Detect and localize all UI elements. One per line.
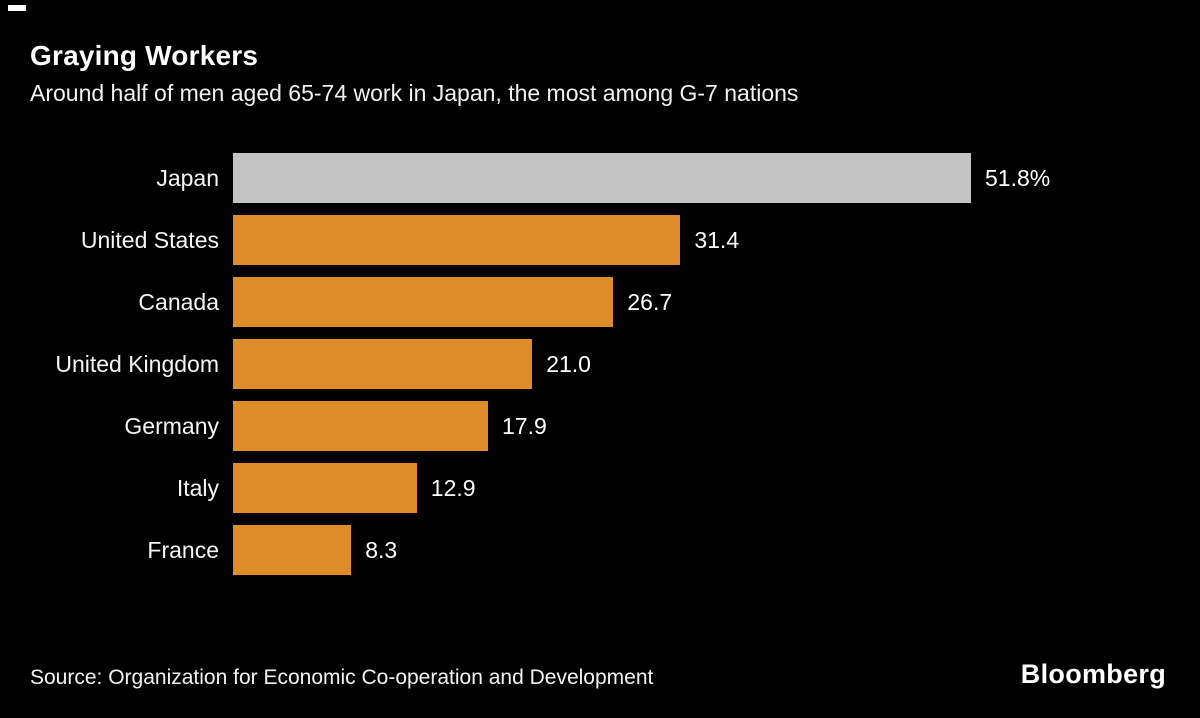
bar: [233, 277, 614, 327]
bar: [233, 525, 352, 575]
bar: [233, 339, 533, 389]
bar-chart: Japan 51.8% United States 31.4 Canada 26…: [0, 153, 1200, 587]
bar-track: 26.7: [233, 277, 971, 327]
category-label: Japan: [156, 164, 219, 191]
bar-track: 17.9: [233, 401, 971, 451]
bloomberg-logo: Bloomberg: [1020, 659, 1166, 689]
value-label: 26.7: [627, 289, 673, 315]
category-label: United Kingdom: [55, 350, 219, 377]
value-label: 51.8%: [985, 165, 1051, 191]
bar: [233, 401, 489, 451]
value-label: 12.9: [430, 475, 476, 501]
chart-row: Germany 17.9: [0, 401, 1200, 451]
bar-track: 12.9: [233, 463, 971, 513]
corner-mark: [8, 5, 26, 11]
chart-subtitle: Around half of men aged 65-74 work in Ja…: [30, 80, 799, 106]
category-label: Germany: [124, 412, 219, 439]
category-label: United States: [80, 226, 219, 253]
chart-row: France 8.3: [0, 525, 1200, 575]
source-note: Source: Organization for Economic Co-ope…: [30, 666, 654, 689]
value-label: 17.9: [502, 413, 547, 439]
bar: [233, 215, 681, 265]
chart-row: Italy 12.9: [0, 463, 1200, 513]
bar: [233, 153, 971, 203]
category-label: France: [147, 536, 219, 563]
chart-row: Canada 26.7: [0, 277, 1200, 327]
bar: [233, 463, 417, 513]
chart-row: Japan 51.8%: [0, 153, 1200, 203]
bar-track: 21.0: [233, 339, 971, 389]
value-label: 8.3: [365, 537, 398, 563]
bar-track: 8.3: [233, 525, 971, 575]
chart-row: United States 31.4: [0, 215, 1200, 265]
value-label: 21.0: [546, 351, 591, 377]
category-label: Canada: [138, 288, 219, 315]
category-label: Italy: [176, 474, 219, 501]
chart-title: Graying Workers: [30, 40, 259, 71]
value-label: 31.4: [694, 227, 740, 253]
chart-row: United Kingdom 21.0: [0, 339, 1200, 389]
bar-track: 31.4: [233, 215, 971, 265]
bar-track: 51.8%: [233, 153, 1050, 203]
